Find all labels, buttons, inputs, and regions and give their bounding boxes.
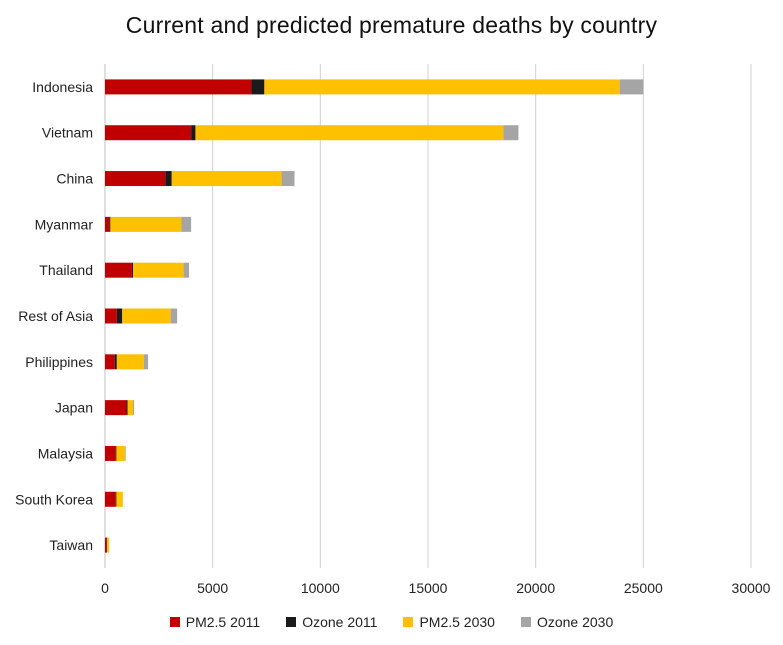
legend-item: PM2.5 2011 — [169, 614, 261, 630]
bar-segment-ozone-2011-rest-of-asia — [116, 308, 123, 324]
bar-segment-ozone-2011-japan — [126, 400, 128, 416]
bar-segment-ozone-2011-malaysia — [115, 445, 117, 461]
legend-label: PM2.5 2011 — [185, 614, 261, 630]
bar-segment-pm2-5-2030-philippines — [116, 354, 144, 370]
legend-swatch — [520, 617, 531, 627]
bar-segment-pm2-5-2030-south-korea — [116, 491, 123, 507]
legend: PM2.5 2011 Ozone 2011 PM2.5 2030 Ozone 2030 — [0, 614, 783, 630]
bar-segment-pm2-5-2011-taiwan — [105, 537, 107, 553]
bar-segment-ozone-2030-philippines — [143, 354, 149, 370]
bar-segment-pm2-5-2030-china — [171, 171, 282, 187]
x-tick-label: 10000 — [301, 580, 340, 596]
bar-segment-pm2-5-2011-myanmar — [105, 216, 110, 232]
bar-segment-pm2-5-2030-rest-of-asia — [122, 308, 171, 324]
x-tick-label: 25000 — [624, 580, 663, 596]
chart-title: Current and predicted premature deaths b… — [125, 12, 658, 38]
x-tick-label: 5000 — [197, 580, 228, 596]
bar-segment-ozone-2030-china — [281, 171, 295, 187]
legend-label: Ozone 2030 — [536, 614, 614, 630]
legend-item: PM2.5 2030 — [403, 614, 495, 630]
category-label: Indonesia — [32, 79, 93, 95]
legend-label: Ozone 2011 — [302, 614, 378, 630]
bar-segment-ozone-2011-thailand — [131, 262, 133, 278]
legend-swatch — [286, 617, 297, 627]
bar-segment-ozone-2011-indonesia — [251, 79, 265, 95]
legend-item: Ozone 2030 — [520, 614, 614, 630]
category-label: Thailand — [39, 262, 93, 278]
legend-swatch — [169, 617, 180, 627]
bar-segment-pm2-5-2030-myanmar — [110, 216, 182, 232]
bar-segment-pm2-5-2011-rest-of-asia — [105, 308, 117, 324]
category-label: Myanmar — [35, 216, 94, 232]
x-tick-label: 15000 — [409, 580, 448, 596]
x-tick-label: 30000 — [732, 580, 771, 596]
bar-segment-pm2-5-2011-vietnam — [105, 125, 192, 141]
category-label: Rest of Asia — [18, 308, 93, 324]
bar-segment-ozone-2030-thailand — [183, 262, 189, 278]
legend-swatch — [403, 617, 414, 627]
bar-segment-ozone-2011-myanmar — [109, 216, 111, 232]
bar-segment-pm2-5-2011-japan — [105, 400, 127, 416]
bar-segment-pm2-5-2011-china — [105, 171, 166, 187]
category-label: South Korea — [15, 491, 93, 507]
bar-segment-ozone-2030-malaysia — [125, 445, 126, 461]
category-label: Malaysia — [38, 445, 93, 461]
bar-segment-pm2-5-2030-taiwan — [106, 537, 110, 553]
category-label: Philippines — [25, 354, 93, 370]
category-label: Taiwan — [49, 537, 93, 553]
bar-segment-ozone-2011-south-korea — [115, 491, 117, 507]
bar-segment-pm2-5-2030-japan — [127, 400, 133, 416]
bar-segment-pm2-5-2011-south-korea — [105, 491, 116, 507]
bar-segment-pm2-5-2030-thailand — [132, 262, 184, 278]
x-tick-label: 0 — [101, 580, 109, 596]
bar-segment-ozone-2030-vietnam — [503, 125, 519, 141]
bar-segment-ozone-2011-vietnam — [191, 125, 196, 141]
bar-segment-ozone-2011-china — [165, 171, 172, 187]
bar-segment-pm2-5-2011-thailand — [105, 262, 132, 278]
bar-segment-pm2-5-2011-malaysia — [105, 445, 116, 461]
bar-segment-pm2-5-2011-indonesia — [105, 79, 252, 95]
legend-item: Ozone 2011 — [286, 614, 377, 630]
bar-segment-ozone-2030-japan — [132, 400, 135, 416]
bar-segment-pm2-5-2030-indonesia — [264, 79, 620, 95]
category-label: Vietnam — [42, 125, 93, 141]
bar-segment-pm2-5-2030-malaysia — [116, 445, 126, 461]
bar-segment-pm2-5-2030-vietnam — [195, 125, 504, 141]
category-label: Japan — [55, 400, 93, 416]
bar-segment-ozone-2011-philippines — [114, 354, 117, 370]
bar-segment-pm2-5-2011-philippines — [105, 354, 115, 370]
x-tick-label: 20000 — [516, 580, 555, 596]
bar-segment-ozone-2030-rest-of-asia — [170, 308, 178, 324]
bar-segment-ozone-2030-myanmar — [181, 216, 192, 232]
legend-label: PM2.5 2030 — [419, 614, 495, 630]
bar-segment-ozone-2030-indonesia — [619, 79, 644, 95]
category-label: China — [56, 171, 93, 187]
